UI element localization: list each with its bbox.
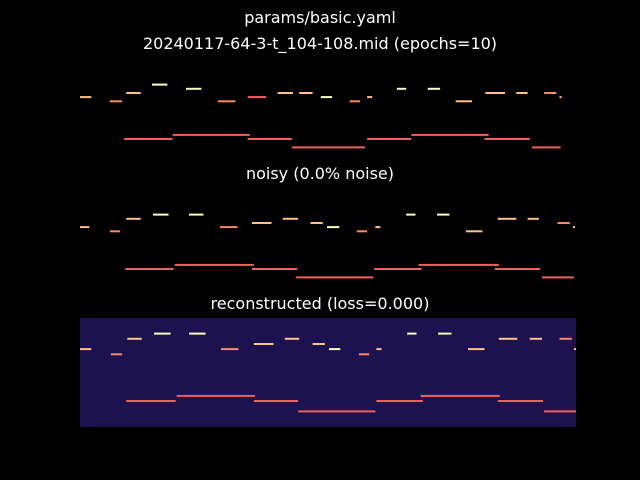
note-cell-1-13 [437,213,450,216]
note-cell-1-11 [375,226,381,229]
note-cell-2-2 [127,337,142,340]
note-cell-1-15 [497,217,517,220]
note-cell-1-7 [282,217,299,220]
note-cell-1-26 [542,276,574,279]
note-cell-1-4 [189,213,204,216]
note-cell-2-24 [420,394,500,397]
note-cell-1-20 [174,263,254,266]
note-cell-0-21 [247,138,292,140]
note-cell-2-0 [80,348,92,351]
note-cell-1-9 [327,226,340,229]
note-cell-0-24 [411,133,489,136]
note-cell-0-12 [396,87,407,90]
note-cell-2-21 [253,400,299,402]
note-cell-1-6 [251,222,272,224]
note-cell-1-3 [153,213,169,216]
note-cell-0-25 [484,138,530,140]
note-cell-0-4 [186,87,202,90]
panel-title-reconstructed: reconstructed (loss=0.000) [210,294,430,313]
note-cell-2-10 [358,353,370,356]
note-cell-0-2 [126,92,141,94]
note-cell-2-15 [498,337,518,340]
note-cell-2-25 [497,400,544,402]
note-cell-0-0 [80,96,92,99]
note-cell-1-1 [109,230,121,233]
note-cell-0-15 [485,92,505,94]
note-cell-0-23 [367,138,412,140]
note-cell-1-22 [296,276,374,279]
note-cell-0-18 [559,96,562,99]
note-cell-0-7 [277,92,293,94]
note-cell-0-16 [516,92,528,94]
note-cell-2-17 [559,337,572,340]
note-cell-0-1 [109,100,123,103]
note-cell-0-13 [427,87,441,90]
note-cell-1-12 [406,213,416,216]
note-cell-1-25 [494,268,540,270]
note-cell-0-19 [124,138,173,140]
note-cell-2-6 [253,343,274,345]
note-cell-0-6 [247,96,267,99]
note-cell-1-17 [557,222,570,224]
note-cell-1-8 [310,222,323,224]
note-cell-0-26 [531,146,561,149]
note-cell-1-24 [418,263,499,266]
note-cell-1-21 [251,268,298,270]
panel-title-noisy: noisy (0.0% noise) [245,164,395,183]
note-cell-0-22 [292,146,366,149]
note-cell-1-14 [465,230,483,233]
note-cell-2-4 [189,332,206,335]
note-cell-2-12 [407,332,417,335]
note-cell-2-19 [126,400,176,402]
note-cell-0-17 [544,92,557,94]
note-cell-0-10 [349,100,360,103]
note-cell-1-5 [220,226,238,229]
note-cell-2-1 [110,353,123,356]
note-cell-2-16 [529,337,542,340]
heatmap-panel-1 [80,202,576,290]
note-cell-1-2 [126,217,141,220]
note-cell-2-13 [438,332,452,335]
note-cell-1-10 [356,230,368,233]
note-cell-2-5 [221,348,239,351]
note-cell-0-20 [172,133,250,136]
note-cell-1-23 [374,268,422,270]
note-cell-1-0 [80,226,90,229]
note-cell-2-7 [284,337,300,340]
heatmap-panel-0 [80,72,576,160]
note-cell-2-9 [329,348,341,351]
note-cell-1-18 [572,226,575,229]
note-cell-0-8 [299,92,313,94]
note-cell-0-14 [455,100,473,103]
figure-title-file: 20240117-64-3-t_104-108.mid (epochs=10) [142,34,498,53]
note-cell-1-16 [527,217,539,220]
figure-title-config: params/basic.yaml [244,8,396,27]
note-cell-0-5 [217,100,236,103]
note-cell-2-18 [573,348,576,351]
note-cell-2-11 [376,348,382,351]
note-cell-2-20 [176,394,255,397]
note-cell-2-8 [312,343,325,345]
note-cell-1-19 [125,268,174,270]
note-cell-2-26 [544,410,576,413]
note-cell-0-11 [367,96,373,99]
note-cell-2-22 [298,410,376,413]
note-cell-0-9 [320,96,333,99]
note-cell-0-3 [152,83,168,86]
note-cell-2-3 [154,332,171,335]
note-cell-2-23 [376,400,423,402]
heatmap-panel-2 [80,318,576,427]
note-cell-2-14 [468,348,485,351]
